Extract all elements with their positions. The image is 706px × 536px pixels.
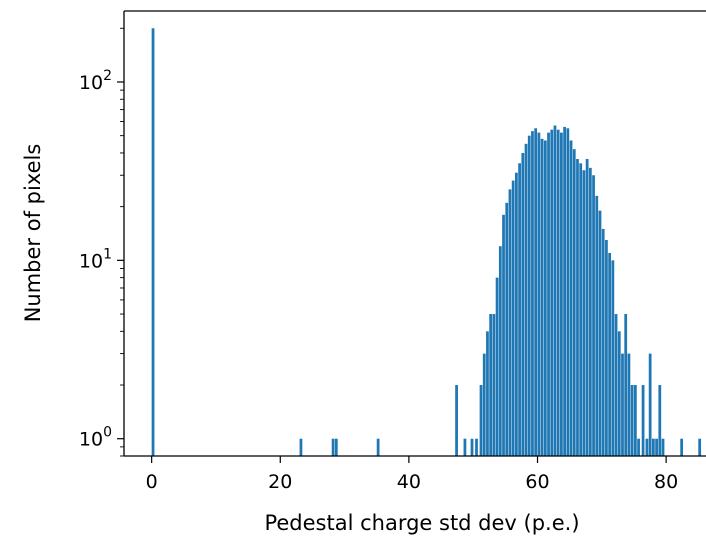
histogram-bar-36	[566, 128, 570, 456]
histogram-bar-35	[563, 126, 566, 456]
histogram-bar-53	[621, 353, 624, 456]
histogram-bar-41	[582, 170, 586, 456]
y-tick-label: 101	[79, 246, 112, 272]
histogram-bar-15	[498, 246, 502, 456]
histogram-bar-9	[479, 385, 483, 456]
histogram-bar-31	[550, 129, 554, 456]
histogram-bar-28	[540, 138, 544, 456]
histogram-bar-5	[455, 385, 458, 456]
x-tick-label: 0	[146, 471, 158, 493]
x-tick-label: 20	[268, 471, 292, 493]
x-tick-label: 40	[397, 471, 421, 493]
histogram-bar-55	[627, 353, 631, 456]
histogram-bar-25	[531, 131, 534, 457]
histogram-bar-18	[508, 189, 512, 456]
histogram-bar-66	[680, 438, 684, 456]
histogram-bar-0	[151, 28, 155, 457]
histogram-bar-64	[658, 385, 662, 456]
histogram-bar-65	[661, 438, 665, 456]
histogram-bar-6	[463, 438, 467, 456]
histogram-bar-26	[534, 128, 538, 456]
histogram-bar-30	[547, 132, 550, 456]
histogram-bar-45	[595, 195, 599, 456]
histogram-bar-61	[648, 353, 652, 456]
histogram-bar-4	[376, 438, 380, 456]
histogram-bar-60	[645, 438, 649, 456]
y-tick-label: 100	[79, 425, 112, 451]
histogram-bar-12	[489, 314, 493, 456]
histogram-bar-38	[572, 149, 576, 456]
histogram-bar-21	[518, 163, 521, 456]
histogram-bar-19	[511, 180, 515, 456]
histogram-bar-59	[641, 385, 645, 456]
histogram-bar-67	[698, 438, 702, 456]
histogram-bar-44	[592, 175, 595, 456]
histogram-bar-27	[537, 132, 541, 456]
histogram-bar-14	[495, 277, 499, 456]
x-tick-label: 60	[525, 471, 549, 493]
histogram-bar-39	[576, 158, 579, 456]
histogram-bar-29	[543, 140, 547, 456]
histogram-bar-23	[524, 143, 528, 456]
histogram-bar-2	[331, 438, 335, 456]
y-axis-title: Number of pixels	[21, 144, 45, 323]
histogram-bar-8	[475, 438, 478, 456]
histogram-bar-7	[470, 438, 474, 456]
histogram-bar-3	[334, 438, 338, 456]
plot-frame	[123, 10, 706, 457]
histogram-bar-62	[651, 438, 655, 456]
y-tick-label: 102	[79, 68, 112, 94]
histogram-bar-22	[521, 152, 525, 456]
histogram-bar-20	[515, 172, 518, 457]
histogram-bar-63	[655, 438, 658, 456]
histogram-bar-1	[299, 438, 303, 456]
histogram-bar-11	[486, 331, 489, 456]
histogram-bar-54	[624, 314, 628, 456]
histogram-bar-13	[492, 314, 496, 456]
histogram-bar-46	[598, 210, 602, 456]
histogram-bar-48	[605, 240, 608, 456]
histogram-bar-32	[553, 125, 557, 457]
histogram-bar-52	[617, 331, 621, 456]
histogram-bar-17	[505, 202, 509, 456]
histogram-bar-51	[614, 314, 618, 456]
histogram-bar-57	[633, 385, 637, 456]
histogram-bar-47	[601, 228, 605, 456]
histogram-bar-16	[502, 214, 505, 456]
histogram-bar-34	[560, 132, 563, 456]
histogram-bar-58	[637, 438, 640, 456]
histogram-bar-50	[611, 260, 615, 456]
x-axis: 0 20 40 60 80	[146, 456, 678, 493]
histogram-bar-24	[527, 135, 531, 456]
histogram-bar-37	[569, 140, 573, 456]
histogram-bar-43	[588, 167, 592, 457]
histogram-bar-40	[579, 163, 583, 456]
histogram-bar-49	[608, 252, 612, 456]
x-axis-title: Pedestal charge std dev (p.e.)	[264, 511, 579, 535]
y-axis: 100 101 102	[79, 27, 124, 457]
histogram-bar-33	[556, 129, 560, 456]
histogram-bars	[151, 28, 702, 457]
histogram-bar-42	[585, 158, 589, 456]
histogram-bar-56	[630, 385, 634, 456]
histogram-bar-10	[482, 353, 486, 456]
x-tick-label: 80	[654, 471, 678, 493]
